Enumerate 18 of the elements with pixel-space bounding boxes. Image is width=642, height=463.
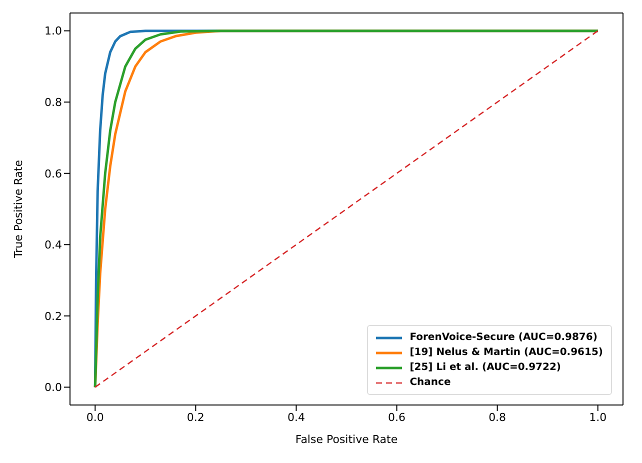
x-tick-label: 0.4 xyxy=(287,410,305,424)
x-tick-label: 1.0 xyxy=(589,410,607,424)
y-tick-label: 1.0 xyxy=(44,24,62,38)
legend-label: Chance xyxy=(410,377,451,388)
y-tick-label: 0.2 xyxy=(44,310,62,323)
x-tick-label: 0.6 xyxy=(388,410,406,424)
x-tick-label: 0.2 xyxy=(186,410,204,424)
y-tick-label: 0.4 xyxy=(44,238,62,252)
y-tick-label: 0.0 xyxy=(44,381,62,394)
y-tick-label: 0.6 xyxy=(44,167,62,180)
x-axis-title: False Positive Rate xyxy=(295,433,398,446)
legend-label: [25] Li et al. (AUC=0.9722) xyxy=(410,362,562,373)
legend-label: [19] Nelus & Martin (AUC=0.9615) xyxy=(410,347,603,358)
legend-label: ForenVoice-Secure (AUC=0.9876) xyxy=(410,332,598,343)
x-tick-label: 0.8 xyxy=(488,410,506,424)
x-tick-label: 0.0 xyxy=(86,410,104,424)
y-tick-label: 0.8 xyxy=(44,96,62,109)
y-axis-title: True Positive Rate xyxy=(12,160,25,259)
